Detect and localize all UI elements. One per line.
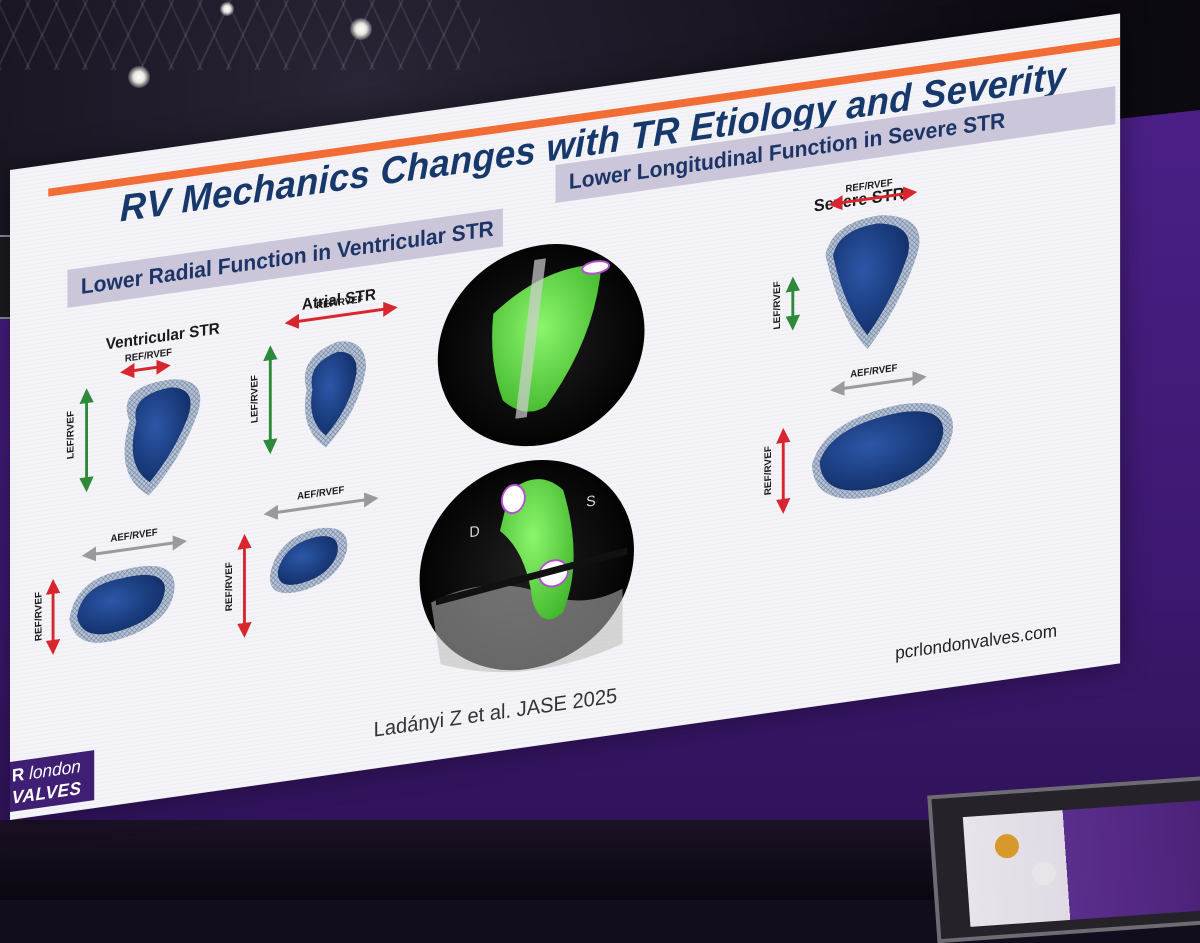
- atrial-str-long-view: [263, 301, 398, 455]
- ventricular-str-long-view: [79, 359, 201, 496]
- arrow-label-lef-rvef: LEF/RVEF: [249, 374, 261, 424]
- severe-str-axial-view: [776, 371, 953, 514]
- echo-image-bottom: D S: [419, 460, 634, 673]
- arrow-label-ref-rvef: REF/RVEF: [34, 590, 45, 642]
- atrial-str-axial-view: [237, 492, 379, 638]
- arrow-label-ref-rvef: REF/RVEF: [224, 561, 236, 612]
- stage-light-1: [350, 18, 372, 40]
- arrow-label-lef-rvef: LEF/RVEF: [772, 280, 783, 331]
- side-monitor: [927, 774, 1200, 943]
- presentation-slide: RV Mechanics Changes with TR Etiology an…: [10, 13, 1121, 820]
- arrow-label-lef-rvef: LEF/RVEF: [66, 410, 77, 460]
- echo-image-top: [437, 244, 645, 447]
- side-monitor-screen: [962, 799, 1200, 927]
- echo-label-d: D: [469, 524, 479, 542]
- echo-label-s: S: [586, 493, 596, 511]
- lighting-truss: [0, 0, 480, 70]
- arrow-label-ref-rvef: REF/RVEF: [763, 445, 774, 496]
- ventricular-str-axial-view: [45, 535, 188, 655]
- severe-str-long-view: [785, 186, 920, 350]
- stage-light-3: [220, 2, 234, 16]
- stage-light-2: [128, 66, 150, 88]
- slide-graphics: D S: [45, 186, 953, 673]
- logo-r: R: [11, 763, 25, 786]
